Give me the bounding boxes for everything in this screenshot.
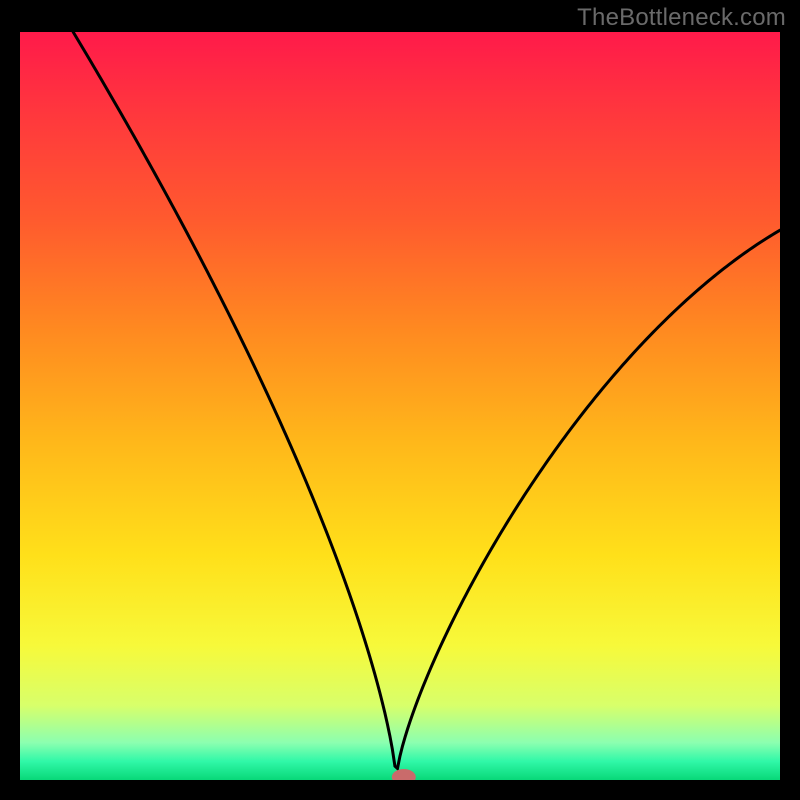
plot-area xyxy=(20,32,780,780)
chart-container: TheBottleneck.com xyxy=(0,0,800,800)
watermark-text: TheBottleneck.com xyxy=(577,4,786,32)
gradient-background xyxy=(20,32,780,780)
plot-svg xyxy=(20,32,780,780)
